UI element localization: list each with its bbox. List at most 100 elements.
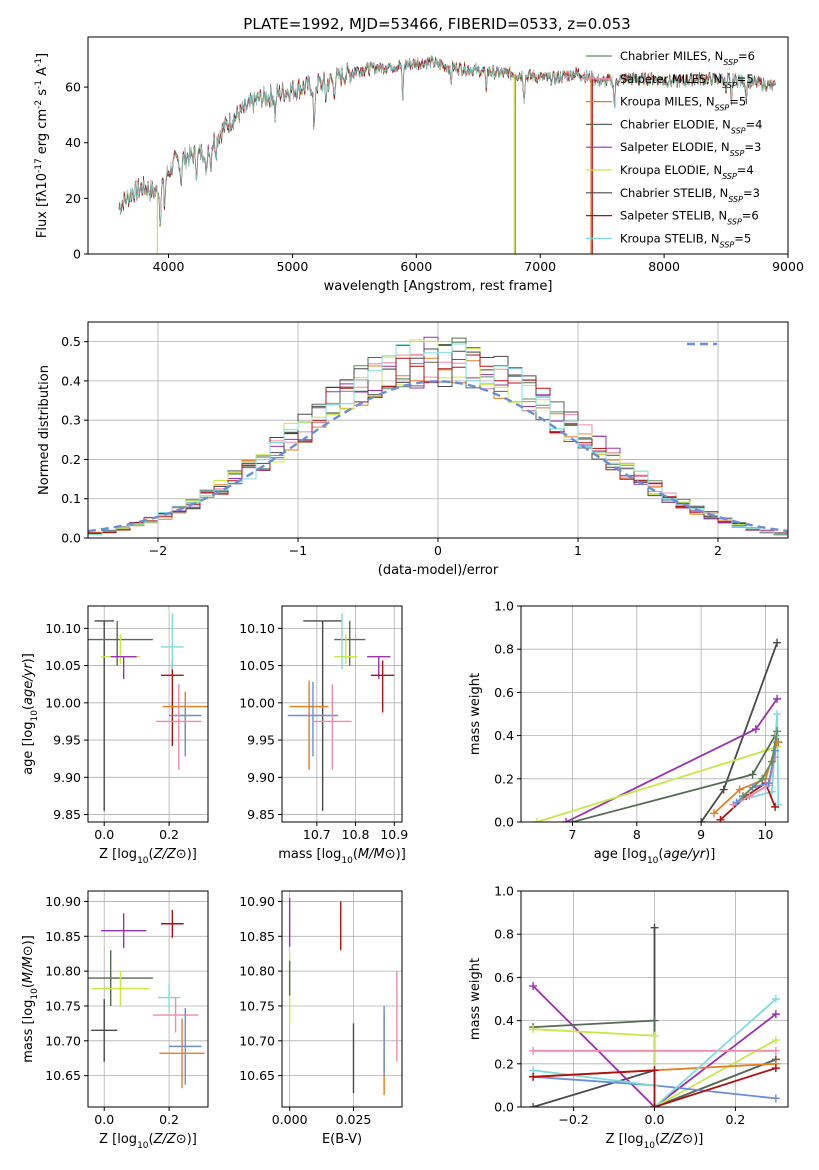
figure-title: PLATE=1992, MJD=53466, FIBERID=0533, z=0… (243, 15, 630, 33)
x-tick-label: 10.7 (303, 827, 331, 842)
y-tick-label: 10.75 (239, 998, 275, 1013)
x-axis-label: age [log10(age/yr)] (594, 847, 716, 866)
x-tick-label: 0.000 (272, 1112, 308, 1127)
x-tick-label: 9000 (772, 259, 804, 274)
mass-weight-marker (719, 785, 728, 794)
legend: Chabrier MILES, NSSP=6 Salpeter MILES, NS… (586, 49, 762, 249)
axes-frame (87, 605, 209, 823)
plot-area (288, 897, 398, 1096)
y-tick-label: 10.00 (239, 695, 275, 710)
mass-weight-line (713, 741, 778, 815)
mass-weight-marker (529, 1046, 538, 1055)
mass-weight-marker (771, 1046, 780, 1055)
x-tick-label: 8 (633, 827, 641, 842)
mass-weight-marker (562, 818, 571, 822)
panel-age-vs-Z: 0.0 0.2 9.85 9.90 9.95 10.00 10.05 10.10 Z [log1… (21, 605, 209, 866)
y-tick-label: 0.4 (61, 373, 81, 388)
y-tick-label: 10.05 (45, 658, 81, 673)
x-tick-label: 6000 (400, 259, 432, 274)
mass-weight-line (532, 985, 777, 1107)
normal-reference-curve (88, 380, 788, 533)
data-point (169, 704, 202, 757)
mass-weight-marker (773, 638, 782, 647)
y-axis-label: mass [log10(M/M⊙)] (21, 935, 40, 1063)
y-tick-label: 0.2 (61, 452, 81, 467)
y-tick-label: 0.8 (494, 927, 514, 942)
plot-area (529, 923, 780, 1107)
x-tick-label: 5000 (277, 259, 309, 274)
data-point (88, 950, 153, 1006)
residual-histogram (88, 343, 788, 538)
axes-frame (520, 605, 789, 823)
mass-weight-line (742, 731, 778, 797)
x-tick-label: −2 (149, 543, 167, 558)
axes-frame (281, 605, 403, 823)
mass-weight-line (719, 781, 776, 821)
data-point (152, 997, 199, 1033)
legend-entry: Salpeter MILES, NSSP=5 (620, 72, 754, 90)
mass-weight-marker (767, 757, 776, 766)
data-point (289, 680, 329, 770)
mass-weight-marker (650, 1103, 659, 1107)
x-tick-label: 0 (434, 543, 442, 558)
panel-mass-vs-Z: 0.0 0.2 10.65 10.70 10.75 10.80 10.85 10.90 Z [l… (21, 890, 209, 1151)
mass-weight-marker (650, 1031, 659, 1040)
mass-weight-marker (771, 995, 780, 1003)
data-point (91, 999, 118, 1062)
data-point (94, 620, 114, 811)
legend-entry: Kroupa STELIB, NSSP=5 (620, 231, 751, 249)
data-point (169, 1008, 202, 1085)
axes-frame (281, 890, 403, 1108)
x-tick-label: 10 (758, 827, 774, 842)
data-point (160, 909, 184, 938)
y-tick-label: 9.95 (247, 733, 275, 748)
y-tick-label: 0.6 (494, 970, 514, 985)
data-point (334, 620, 366, 666)
legend-entry: Kroupa MILES, NSSP=5 (620, 95, 746, 113)
y-tick-label: 9.85 (247, 807, 275, 822)
x-tick-label: 0.2 (725, 1112, 745, 1127)
x-tick-label: 10.8 (342, 827, 370, 842)
y-tick-label: 10.80 (239, 964, 275, 979)
mass-weight-marker (738, 792, 747, 801)
mass-weight-marker (650, 1066, 659, 1075)
mass-weight-line (533, 1067, 777, 1107)
x-axis-label: wavelength [Angstrom, rest frame] (324, 279, 553, 294)
x-tick-label: 0.025 (336, 1112, 372, 1127)
mass-weight-marker (771, 802, 780, 811)
plot-area (88, 336, 788, 538)
x-tick-label: 7000 (524, 259, 556, 274)
legend-entry: Chabrier MILES, NSSP=6 (620, 49, 755, 67)
mass-weight-marker (748, 770, 757, 779)
x-tick-label: 2 (714, 543, 722, 558)
mass-weight-marker (697, 818, 706, 822)
data-point (371, 660, 395, 713)
data-point (334, 634, 358, 665)
mass-weight-marker (773, 694, 782, 703)
plot-area (88, 613, 208, 811)
mass-weight-marker (764, 779, 773, 788)
mass-weight-marker (529, 1103, 538, 1107)
y-tick-label: 0.0 (61, 531, 81, 546)
mass-weight-marker (771, 1036, 780, 1045)
plot-area (287, 613, 395, 811)
data-point (312, 684, 352, 770)
x-tick-label: 4000 (153, 259, 185, 274)
mass-weight-marker (716, 815, 725, 822)
y-tick-label: 0.4 (494, 728, 514, 743)
y-tick-label: 0.8 (494, 642, 514, 657)
y-tick-label: 0.6 (494, 685, 514, 700)
y-tick-label: 0.4 (494, 1013, 514, 1028)
mass-weight-marker (771, 746, 780, 755)
panel-spectrum: 4000 5000 6000 7000 8000 9000 0 20 40 60 wavelengt… (34, 36, 804, 294)
y-tick-label: 10.65 (45, 1068, 81, 1083)
y-tick-label: 9.95 (53, 733, 81, 748)
y-tick-label: 0 (73, 247, 81, 262)
x-tick-label: 0.0 (94, 827, 114, 842)
plot-area (533, 638, 783, 822)
y-tick-label: 10.05 (239, 658, 275, 673)
mass-weight-marker (710, 809, 719, 818)
panel-mass-vs-ebv: 0.000 0.025 10.65 10.70 10.75 10.80 10.85 10.90… (239, 890, 403, 1147)
panel-massweight-vs-age: 7 8 9 10 0.0 0.2 0.4 0.6 0.8 1.0 age [log10(age/yr… (468, 599, 789, 866)
